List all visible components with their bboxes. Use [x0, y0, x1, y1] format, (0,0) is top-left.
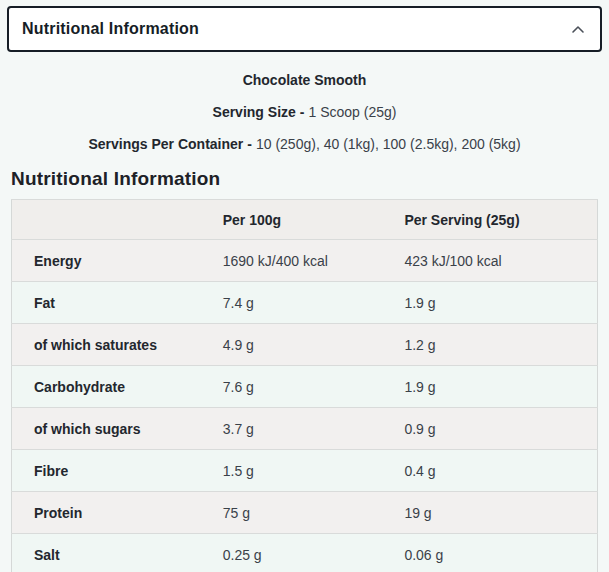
product-summary: Chocolate Smooth Serving Size-1 Scoop (2…	[0, 52, 609, 152]
nutrient-label: Salt	[12, 534, 211, 572]
per-100g-value: 1690 kJ/400 kcal	[211, 240, 393, 282]
nutritional-information-accordion-header[interactable]: Nutritional Information	[7, 6, 602, 52]
nutrient-label: Carbohydrate	[12, 366, 211, 408]
table-row: of which sugars 3.7 g 0.9 g	[12, 408, 598, 450]
column-header-empty	[12, 200, 211, 240]
table-row: Energy 1690 kJ/400 kcal 423 kJ/100 kcal	[12, 240, 598, 282]
accordion-title: Nutritional Information	[22, 20, 199, 38]
table-row: Carbohydrate 7.6 g 1.9 g	[12, 366, 598, 408]
per-100g-value: 7.6 g	[211, 366, 393, 408]
per-100g-value: 1.5 g	[211, 450, 393, 492]
nutrition-table-heading: Nutritional Information	[11, 168, 609, 190]
per-serving-value: 423 kJ/100 kcal	[392, 240, 597, 282]
per-100g-value: 3.7 g	[211, 408, 393, 450]
table-row: Fat 7.4 g 1.9 g	[12, 282, 598, 324]
servings-per-container-line: Servings Per Container-10 (250g), 40 (1k…	[0, 136, 609, 152]
column-header-per-100g: Per 100g	[211, 200, 393, 240]
nutrient-label: Protein	[12, 492, 211, 534]
table-row: of which saturates 4.9 g 1.2 g	[12, 324, 598, 366]
per-serving-value: 1.9 g	[392, 366, 597, 408]
nutrient-label: Fibre	[12, 450, 211, 492]
per-serving-value: 19 g	[392, 492, 597, 534]
per-100g-value: 75 g	[211, 492, 393, 534]
chevron-up-icon	[571, 25, 585, 34]
nutrient-label: Fat	[12, 282, 211, 324]
table-header-row: Per 100g Per Serving (25g)	[12, 200, 598, 240]
per-serving-value: 1.2 g	[392, 324, 597, 366]
servings-per-container-label: Servings Per Container	[88, 136, 243, 152]
per-100g-value: 0.25 g	[211, 534, 393, 572]
nutrition-table: Per 100g Per Serving (25g) Energy 1690 k…	[11, 199, 598, 572]
serving-size-label: Serving Size	[213, 104, 296, 120]
table-row: Salt 0.25 g 0.06 g	[12, 534, 598, 572]
per-serving-value: 1.9 g	[392, 282, 597, 324]
serving-size-line: Serving Size-1 Scoop (25g)	[0, 104, 609, 120]
table-row: Fibre 1.5 g 0.4 g	[12, 450, 598, 492]
per-serving-value: 0.9 g	[392, 408, 597, 450]
per-100g-value: 4.9 g	[211, 324, 393, 366]
nutrient-label: of which sugars	[12, 408, 211, 450]
serving-size-value: 1 Scoop (25g)	[308, 104, 396, 120]
dash-separator: -	[300, 104, 305, 120]
nutrient-label: Energy	[12, 240, 211, 282]
per-100g-value: 7.4 g	[211, 282, 393, 324]
flavour-name: Chocolate Smooth	[0, 72, 609, 88]
dash-separator: -	[247, 136, 252, 152]
nutrient-label: of which saturates	[12, 324, 211, 366]
column-header-per-serving: Per Serving (25g)	[392, 200, 597, 240]
servings-per-container-value: 10 (250g), 40 (1kg), 100 (2.5kg), 200 (5…	[256, 136, 521, 152]
per-serving-value: 0.06 g	[392, 534, 597, 572]
per-serving-value: 0.4 g	[392, 450, 597, 492]
table-row: Protein 75 g 19 g	[12, 492, 598, 534]
